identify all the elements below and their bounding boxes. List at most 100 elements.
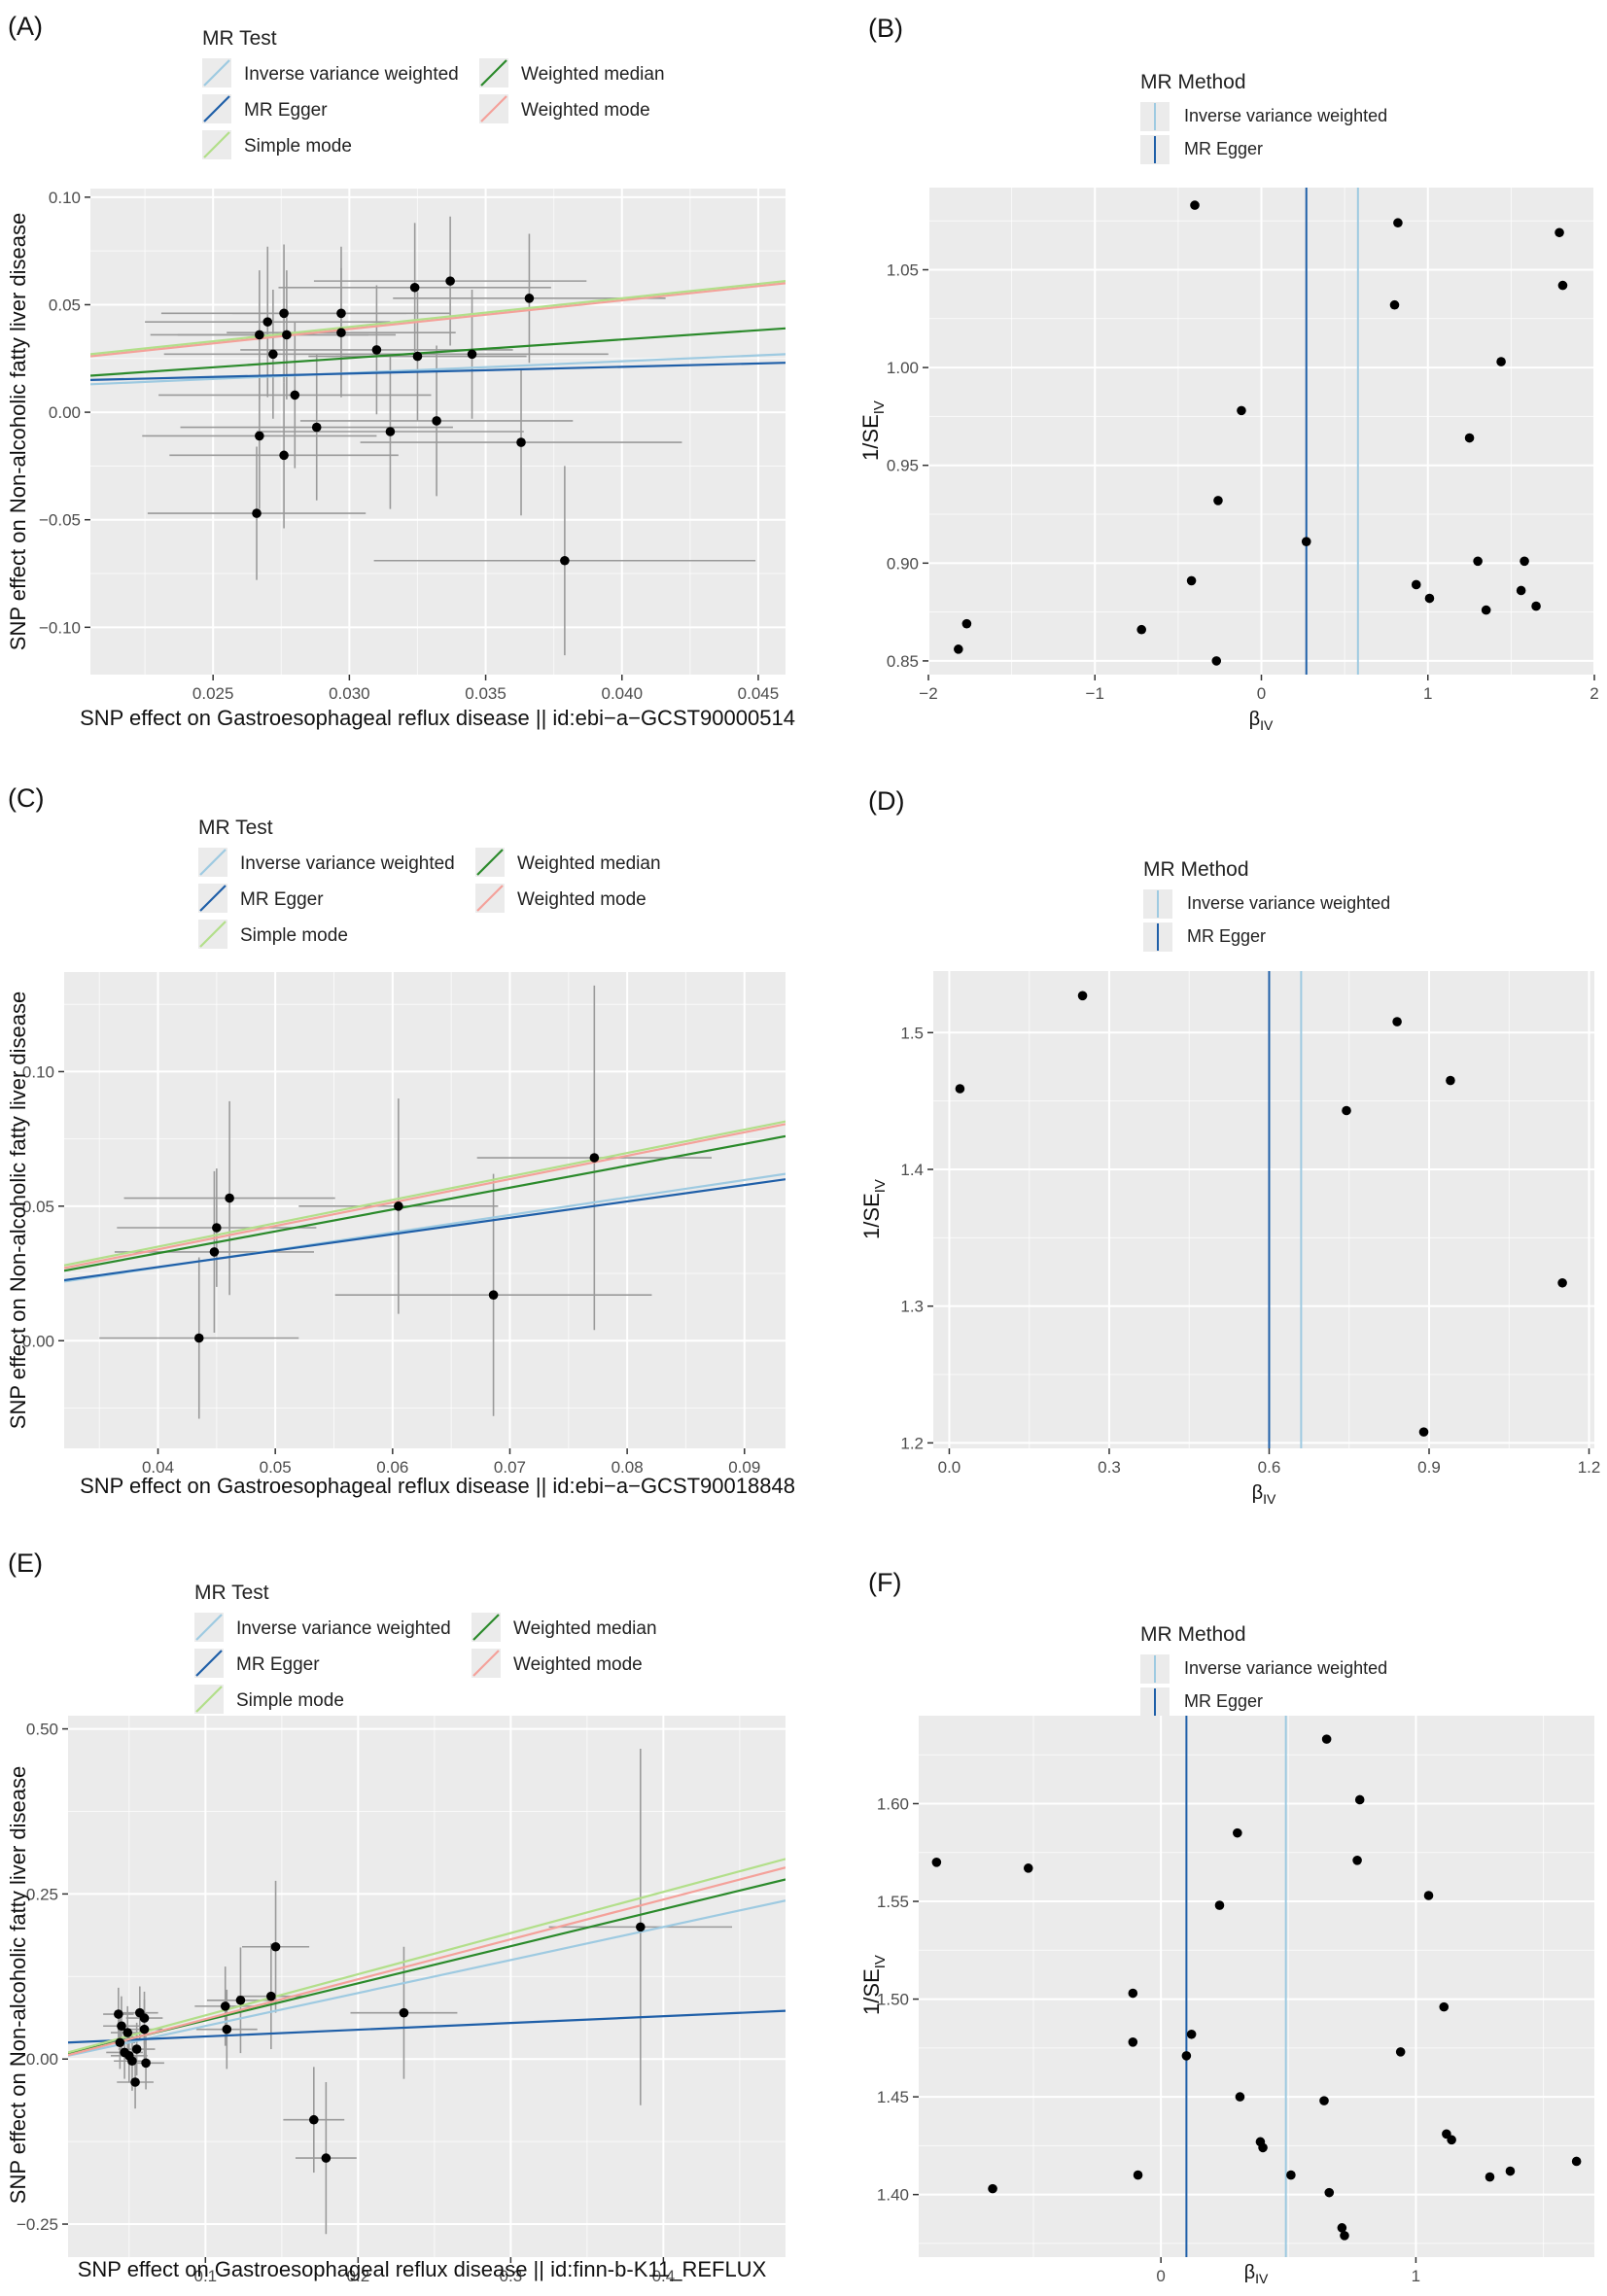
x-tick-label: 0.07 — [494, 1458, 526, 1477]
x-tick-label: −2 — [919, 684, 937, 703]
data-point — [1516, 585, 1526, 596]
data-point — [961, 618, 972, 629]
legend-label-weighted_mode: Weighted mode — [517, 889, 646, 910]
legend-weighted_median-key-line — [472, 1614, 500, 1641]
plot-content — [64, 985, 786, 1419]
y-axis-label-sub: IV — [872, 1955, 889, 1968]
data-point — [1214, 1900, 1225, 1910]
data-point — [955, 1084, 965, 1094]
regression-line-weighted-mode — [68, 1866, 786, 2057]
regression-line-simple-mode — [90, 280, 786, 356]
gridlines — [68, 1716, 786, 2257]
x-axis-label-main: β — [1244, 2262, 1256, 2283]
legend-simple_mode-key-line — [199, 921, 227, 948]
data-point — [1424, 593, 1435, 604]
data-point — [1473, 556, 1483, 567]
data-point — [131, 2044, 142, 2054]
y-tick-label: 1.4 — [900, 1161, 924, 1179]
data-point — [266, 1991, 276, 2001]
plot-content — [90, 216, 786, 656]
data-point — [252, 508, 262, 518]
x-axis-label: βIV — [1244, 2262, 1269, 2286]
y-axis-label-sub: IV — [871, 400, 888, 414]
legend: MR Test Inverse variance weighted MR Egger… — [198, 817, 661, 949]
data-point — [1392, 1017, 1402, 1026]
data-point — [1235, 2092, 1245, 2102]
legend-title: MR Method — [1140, 1623, 1246, 1646]
data-point — [1446, 1075, 1455, 1086]
legend-weighted_median-key-line — [476, 849, 504, 876]
data-point — [127, 2056, 137, 2067]
data-point — [255, 330, 264, 340]
data-point — [1411, 579, 1421, 590]
data-point — [1023, 1863, 1033, 1873]
y-tick-label: 1.50 — [877, 1991, 909, 2009]
data-point — [1233, 1827, 1242, 1838]
x-axis-label-main: β — [1249, 709, 1261, 730]
legend-simple_mode-key-line — [195, 1686, 223, 1713]
legend-label-simple_mode: Simple mode — [240, 925, 348, 946]
regression-line-egger — [64, 1178, 786, 1282]
data-point — [988, 2183, 997, 2194]
legend: MR Method Inverse variance weighted MR Egg… — [1143, 858, 1390, 952]
regression-line-ivw — [68, 1899, 786, 2057]
y-tick-label: 1.05 — [887, 261, 919, 280]
plot-content — [954, 188, 1568, 675]
data-point — [1418, 1427, 1429, 1437]
gridlines — [64, 972, 786, 1448]
legend-egger-key-line — [199, 885, 227, 912]
legend-label-ivw: Inverse variance weighted — [1184, 1658, 1387, 1678]
legend-simple_mode-key-line — [203, 131, 230, 158]
data-point — [1464, 433, 1475, 443]
y-tick-label: 0.50 — [26, 1721, 58, 1739]
gridlines — [919, 1716, 1594, 2257]
regression-line-weighted-mode — [64, 1123, 786, 1270]
data-point — [1481, 605, 1491, 615]
axis-ticks: 0.1 0.2 0.3 0.4 −0.25 0.00 0.25 0.50 — [17, 1721, 675, 2285]
panel-label: (A) — [8, 12, 43, 41]
panel-label: (D) — [868, 786, 904, 816]
data-point — [1128, 2037, 1138, 2047]
legend-label-weighted_mode: Weighted mode — [513, 1654, 643, 1675]
regression-line-ivw — [90, 353, 786, 386]
plot-background — [68, 1716, 786, 2257]
y-tick-label: 0.05 — [22, 1198, 54, 1216]
x-axis-label: βIV — [1249, 709, 1274, 733]
x-tick-label: 0.4 — [652, 2267, 676, 2285]
data-point — [139, 2013, 150, 2023]
regression-line-egger — [68, 2009, 786, 2044]
legend-label-ivw: Inverse variance weighted — [236, 1618, 451, 1639]
plot-background — [919, 1716, 1594, 2257]
y-tick-label: 1.3 — [900, 1298, 924, 1316]
y-axis-label-main: 1/SE — [858, 414, 883, 461]
data-point — [1340, 2231, 1349, 2241]
data-point — [1337, 2223, 1347, 2233]
legend-weighted_mode-key-line — [480, 95, 507, 122]
x-tick-label: 0.08 — [611, 1458, 644, 1477]
y-tick-label: 0.95 — [887, 457, 919, 475]
data-point — [309, 2114, 319, 2125]
regression-line-weighted-median — [64, 1134, 786, 1272]
plot-content — [955, 971, 1567, 1448]
panel-a: (A) MR Test Inverse variance weighted MR Eg… — [6, 12, 795, 730]
legend-label-ivw: Inverse variance weighted — [1184, 106, 1387, 125]
data-point — [212, 1223, 222, 1233]
y-axis-label: SNP effect on Non-alcoholic fatty liver … — [6, 213, 30, 650]
data-point — [1496, 357, 1506, 366]
x-axis-label: βIV — [1252, 1482, 1276, 1507]
axis-ticks: 0.0 0.3 0.6 0.9 1.2 1.2 1.3 1.4 1.5 — [900, 1024, 1600, 1477]
legend-label-egger: MR Egger — [244, 100, 328, 121]
data-point — [141, 2058, 151, 2069]
data-point — [1211, 656, 1222, 666]
data-point — [409, 282, 420, 293]
plot-background — [933, 971, 1594, 1448]
legend-egger-key-line — [195, 1650, 223, 1677]
data-point — [1319, 2096, 1329, 2105]
y-axis-label-main: 1/SE — [859, 1968, 884, 2015]
data-point — [311, 422, 322, 433]
legend-label-egger: MR Egger — [240, 889, 324, 910]
legend-label-simple_mode: Simple mode — [236, 1690, 344, 1711]
legend-title: MR Method — [1143, 858, 1249, 881]
